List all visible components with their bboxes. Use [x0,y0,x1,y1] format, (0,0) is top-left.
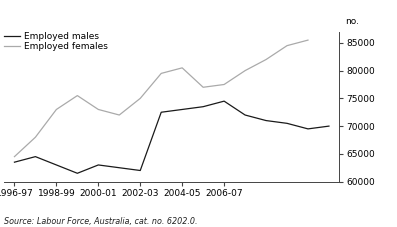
Employed females [180,67,185,69]
Employed females [264,58,268,61]
Employed females [12,155,17,158]
Employed females [222,83,227,86]
Employed males [75,172,80,175]
Employed males [222,100,227,103]
Employed males [201,105,206,108]
Employed males [306,128,310,130]
Employed females [33,136,38,138]
Employed females [75,94,80,97]
Employed males [159,111,164,114]
Employed females [201,86,206,89]
Employed males [12,161,17,163]
Employed males [243,114,247,116]
Employed females [138,97,143,100]
Employed males [264,119,268,122]
Line: Employed males: Employed males [14,101,329,173]
Employed males [180,108,185,111]
Employed females [96,108,101,111]
Legend: Employed males, Employed females: Employed males, Employed females [4,32,108,51]
Employed males [96,164,101,166]
Employed females [159,72,164,75]
Employed males [117,166,121,169]
Employed females [54,108,59,111]
Employed females [117,114,121,116]
Employed females [243,69,247,72]
Employed females [306,39,310,42]
Text: no.: no. [345,17,359,26]
Text: Source: Labour Force, Australia, cat. no. 6202.0.: Source: Labour Force, Australia, cat. no… [4,217,197,226]
Employed males [327,125,331,128]
Employed males [285,122,289,125]
Employed males [33,155,38,158]
Line: Employed females: Employed females [14,40,308,157]
Employed males [138,169,143,172]
Employed females [285,44,289,47]
Employed males [54,164,59,166]
